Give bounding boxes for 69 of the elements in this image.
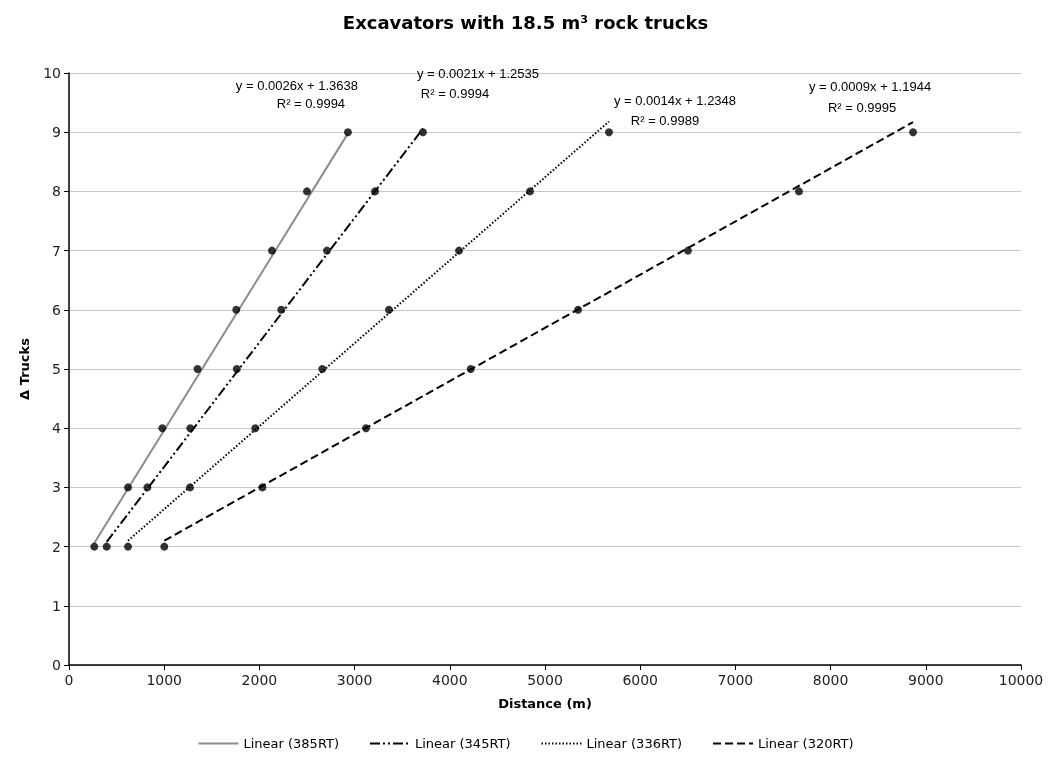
x-tick-label: 3000	[336, 672, 373, 688]
x-tick-label: 5000	[527, 672, 563, 688]
x-tick-label: 0	[64, 672, 74, 688]
point	[418, 128, 427, 137]
point	[158, 424, 167, 433]
legend-label: Linear (345RT)	[414, 736, 511, 751]
y-tick-label: 3	[52, 479, 61, 496]
point	[90, 542, 99, 551]
y-tick-label: 9	[52, 124, 61, 141]
point	[574, 305, 583, 314]
annotation: y = 0.0009x + 1.1944	[808, 78, 932, 94]
annotation: R² = 0.9989	[630, 113, 700, 129]
point	[909, 128, 918, 137]
x-tick-label: 1000	[146, 672, 183, 688]
legend-label: Linear (336RT)	[586, 736, 683, 751]
annotation: y = 0.0026x + 1.3638	[235, 77, 359, 93]
point	[186, 424, 195, 433]
y-tick-label: 0	[52, 657, 61, 673]
annotation: y = 0.0014x + 1.2348	[613, 93, 737, 109]
x-tick-label: 2000	[241, 672, 278, 688]
y-tick-label: 6	[52, 301, 62, 318]
point	[604, 128, 613, 137]
annotation: y = 0.0021x + 1.2535	[416, 66, 540, 82]
chart-title: Excavators with 18.5 m³ rock trucks	[342, 11, 709, 33]
point	[277, 305, 286, 314]
point	[124, 542, 133, 551]
point	[258, 483, 267, 492]
annotation: R² = 0.9994	[420, 86, 490, 102]
x-tick-label: 7000	[717, 672, 754, 688]
point	[186, 483, 194, 492]
point	[318, 365, 327, 373]
point	[303, 187, 311, 196]
x-tick-label: 4000	[431, 672, 468, 688]
annotation: R² = 0.9995	[827, 99, 897, 115]
point	[370, 187, 379, 196]
y-tick-label: 7	[52, 242, 61, 259]
point	[684, 246, 692, 255]
point	[795, 187, 803, 196]
point	[143, 483, 152, 492]
point	[343, 128, 352, 137]
annotation: R² = 0.9994	[276, 95, 346, 111]
legend-label: Linear (320RT)	[758, 736, 854, 751]
x-tick-label: 10000	[998, 672, 1044, 688]
point	[193, 365, 202, 373]
point	[455, 246, 464, 255]
y-tick-label: 2	[52, 538, 61, 555]
x-tick-label: 6000	[622, 672, 659, 688]
point	[466, 365, 475, 373]
point	[124, 483, 133, 492]
point	[525, 187, 534, 196]
point	[362, 424, 371, 433]
point	[251, 424, 260, 433]
x-axis-title: Distance (m)	[498, 696, 592, 711]
y-tick-label: 1	[52, 597, 61, 614]
y-axis-title: Δ Trucks	[17, 337, 32, 400]
x-tick-label: 8000	[812, 672, 849, 688]
x-tick-label: 9000	[907, 672, 944, 688]
point	[160, 542, 169, 551]
legend-label: Linear (385RT)	[243, 736, 339, 751]
y-tick-label: 4	[52, 420, 62, 437]
y-tick-label: 5	[52, 361, 61, 377]
y-tick-label: 10	[43, 65, 61, 81]
point	[232, 365, 241, 373]
point	[323, 246, 331, 255]
y-tick-label: 8	[52, 183, 61, 200]
point	[102, 542, 111, 551]
point	[384, 305, 393, 314]
point	[267, 246, 276, 255]
point	[232, 305, 241, 314]
